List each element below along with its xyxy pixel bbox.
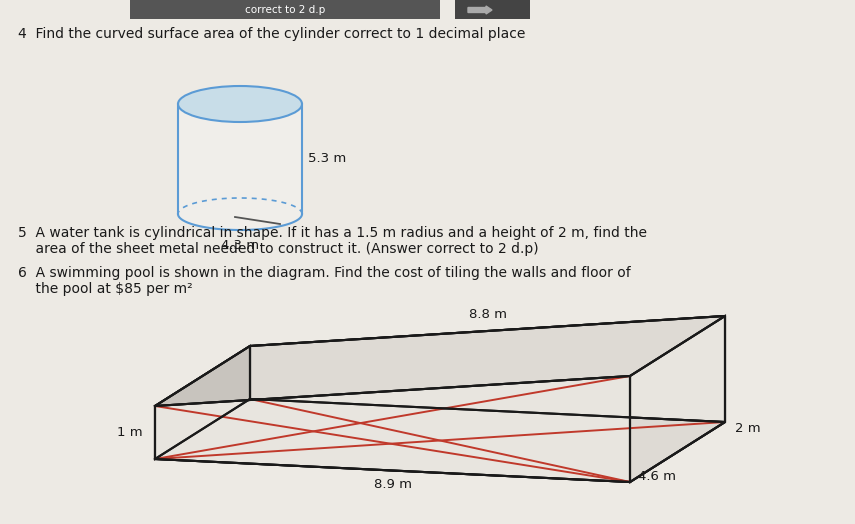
FancyArrow shape [468,6,492,14]
Text: 1 m: 1 m [117,426,143,439]
Polygon shape [630,316,725,482]
Polygon shape [155,376,630,482]
FancyBboxPatch shape [130,0,440,19]
Text: 2 m: 2 m [735,422,761,435]
Text: 4.3 m: 4.3 m [221,239,259,252]
Text: the pool at $85 per m²: the pool at $85 per m² [18,282,192,296]
FancyBboxPatch shape [178,104,302,214]
FancyBboxPatch shape [455,0,530,19]
Text: 8.8 m: 8.8 m [469,308,506,321]
Text: 8.9 m: 8.9 m [374,478,411,492]
Text: 5.3 m: 5.3 m [308,152,346,166]
Text: correct to 2 d.p: correct to 2 d.p [245,5,325,15]
Polygon shape [155,346,250,459]
Polygon shape [155,316,725,406]
Text: 5  A water tank is cylindrical in shape. If it has a 1.5 m radius and a height o: 5 A water tank is cylindrical in shape. … [18,226,647,240]
Polygon shape [250,316,725,422]
Ellipse shape [178,198,302,230]
Text: 4  Find the curved surface area of the cylinder correct to 1 decimal place: 4 Find the curved surface area of the cy… [18,27,525,41]
Polygon shape [155,399,725,482]
Ellipse shape [178,86,302,122]
Text: 4.6 m: 4.6 m [638,471,676,484]
Text: area of the sheet metal needed to construct it. (Answer correct to 2 d.p): area of the sheet metal needed to constr… [18,242,539,256]
Text: 6  A swimming pool is shown in the diagram. Find the cost of tiling the walls an: 6 A swimming pool is shown in the diagra… [18,266,631,280]
